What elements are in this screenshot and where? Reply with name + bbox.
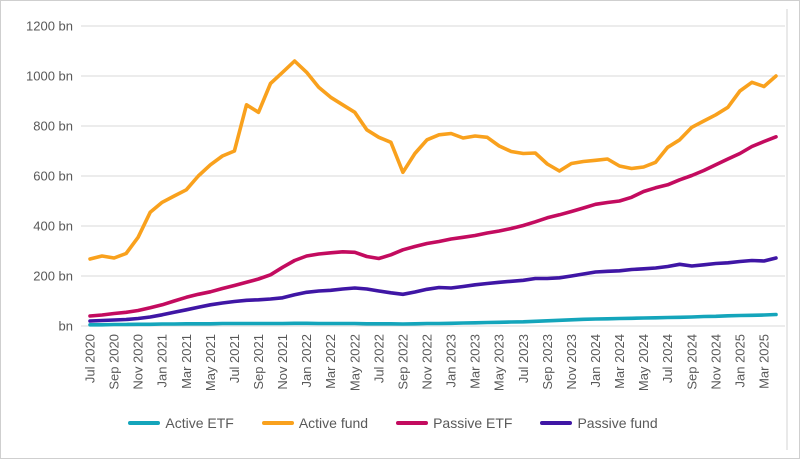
y-tick-label: 1200 bn bbox=[26, 19, 73, 34]
legend-label: Passive fund bbox=[577, 415, 658, 431]
x-tick-label: Jul 2023 bbox=[516, 334, 531, 383]
y-tick-label: 1000 bn bbox=[26, 69, 73, 84]
series-line-passive-etf bbox=[88, 135, 778, 318]
legend-item-passive-etf[interactable]: Passive ETF bbox=[396, 415, 512, 431]
x-tick-label: Jan 2025 bbox=[732, 334, 747, 388]
x-tick-label: Nov 2022 bbox=[419, 334, 434, 390]
series-line-active-etf bbox=[88, 312, 778, 327]
legend-item-active-etf[interactable]: Active ETF bbox=[128, 415, 234, 431]
x-tick-label: Sep 2022 bbox=[395, 334, 410, 390]
x-tick-label: Nov 2023 bbox=[564, 334, 579, 390]
x-tick-label: Nov 2020 bbox=[131, 334, 146, 390]
legend-label: Active ETF bbox=[165, 415, 234, 431]
x-tick-label: Jan 2024 bbox=[588, 334, 603, 388]
x-tick-label: Jul 2021 bbox=[227, 334, 242, 383]
x-tick-label: Sep 2024 bbox=[684, 334, 699, 390]
y-tick-label: 200 bn bbox=[33, 269, 73, 284]
x-tick-label: Mar 2022 bbox=[323, 334, 338, 389]
legend-swatch-passive-fund bbox=[540, 420, 573, 426]
series-line-active-fund bbox=[88, 59, 778, 261]
series-line-passive-fund bbox=[88, 256, 778, 323]
y-tick-label: 400 bn bbox=[33, 219, 73, 234]
x-tick-label: Mar 2021 bbox=[179, 334, 194, 389]
x-tick-label: Jan 2022 bbox=[299, 334, 314, 388]
x-tick-label: Jul 2024 bbox=[660, 334, 675, 383]
x-tick-label: May 2021 bbox=[203, 334, 218, 391]
x-tick-label: Jan 2021 bbox=[155, 334, 170, 388]
x-tick-label: May 2024 bbox=[636, 334, 651, 391]
legend-swatch-active-fund bbox=[261, 420, 294, 426]
x-tick-label: May 2023 bbox=[492, 334, 507, 391]
x-tick-label: Mar 2023 bbox=[468, 334, 483, 389]
legend-label: Passive ETF bbox=[433, 415, 513, 431]
x-tick-label: Nov 2021 bbox=[275, 334, 290, 390]
legend-swatch-passive-etf bbox=[396, 420, 429, 426]
x-tick-label: Jul 2020 bbox=[83, 334, 98, 383]
legend-swatch-active-etf bbox=[128, 420, 161, 426]
x-tick-label: Jul 2022 bbox=[371, 334, 386, 383]
x-tick-label: May 2022 bbox=[347, 334, 362, 391]
x-tick-label: Sep 2020 bbox=[107, 334, 122, 390]
y-tick-label: bn bbox=[59, 319, 73, 334]
y-tick-label: 600 bn bbox=[33, 169, 73, 184]
x-tick-label: Sep 2021 bbox=[251, 334, 266, 390]
legend-item-passive-fund[interactable]: Passive fund bbox=[540, 415, 658, 431]
chart-legend: Active ETF Active fund Passive ETF Passive … bbox=[1, 415, 785, 431]
x-tick-label: Nov 2024 bbox=[708, 334, 723, 390]
x-tick-label: Mar 2024 bbox=[612, 334, 627, 389]
x-tick-label: Sep 2023 bbox=[540, 334, 555, 390]
legend-label: Active fund bbox=[298, 415, 369, 431]
x-tick-label: Jan 2023 bbox=[444, 334, 459, 388]
x-tick-label: Mar 2025 bbox=[756, 334, 771, 389]
legend-item-active-fund[interactable]: Active fund bbox=[261, 415, 369, 431]
y-tick-label: 800 bn bbox=[33, 119, 73, 134]
